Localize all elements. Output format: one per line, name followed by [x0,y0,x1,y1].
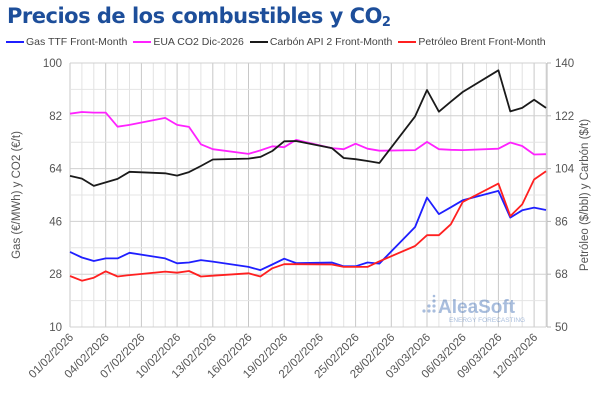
series-line-carb-n-api-2-front-month [69,69,547,187]
y-tick-left: 64 [49,164,62,176]
legend-label-gas: Gas TTF Front-Month [26,36,128,48]
y-tick-right: 140 [555,58,574,70]
chart-legend: Gas TTF Front-Month EUA CO2 Dic-2026 Car… [6,36,546,48]
legend-swatch-coal [249,41,268,43]
series-line-gas-ttf-front-month [69,189,547,272]
y-tick-left: 28 [49,269,62,281]
y-tick-right: 68 [555,269,568,281]
chart-title-subscript: 2 [381,15,391,30]
legend-label-eua: EUA CO2 Dic-2026 [153,36,244,48]
aleasoft-watermark: AleaSoft ENERGY FORECASTING [422,294,525,324]
y-axis-left-title: Gas (€/MWh) y CO2 (€/t) [11,131,23,259]
y-tick-left: 100 [43,58,62,70]
legend-label-coal: Carbón API 2 Front-Month [269,36,393,48]
series-line-petr-leo-brent-front-month [69,170,547,282]
series-line-eua-co2-dic-2026 [69,111,547,156]
y-tick-left: 10 [49,322,62,334]
y-tick-right: 50 [555,322,568,334]
y-tick-left: 82 [49,111,62,123]
legend-item-coal: Carbón API 2 Front-Month [249,36,393,48]
watermark-brand: AleaSoft [438,297,516,318]
grid [69,62,547,328]
y-tick-right: 86 [555,216,568,228]
chart-title: Precios de los combustibles y CO2 [7,4,391,30]
legend-item-eua: EUA CO2 Dic-2026 [133,36,244,48]
legend-swatch-brent [398,41,417,43]
y-tick-left: 46 [49,216,62,228]
y-axis-right-title: Petróleo ($/bbl) y Carbón ($/t) [579,119,591,271]
y-tick-right: 104 [555,164,575,176]
y-tick-right: 122 [555,111,574,123]
axes: 102846648210050688610412214001/02/202604… [27,58,575,381]
watermark-tagline: ENERGY FORECASTING [449,317,525,324]
legend-swatch-gas [6,41,24,43]
chart-title-text: Precios de los combustibles y CO [7,4,382,28]
legend-label-brent: Petróleo Brent Front-Month [418,36,546,48]
legend-item-gas: Gas TTF Front-Month [6,36,127,48]
logo-dots-icon [422,294,436,313]
legend-swatch-eua [133,41,152,43]
series-lines [69,69,547,282]
legend-item-brent: Petróleo Brent Front-Month [398,36,546,48]
